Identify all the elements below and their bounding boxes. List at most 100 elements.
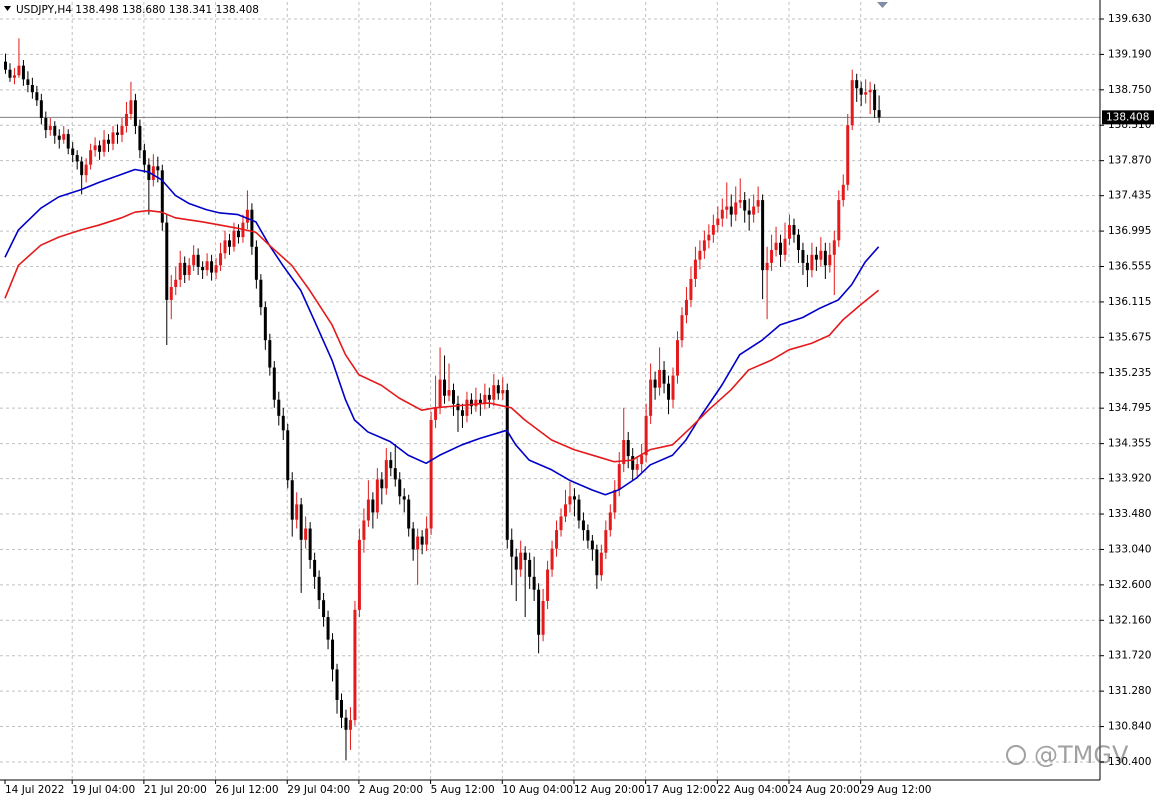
candle-body: [263, 307, 267, 341]
y-tick-label: 131.720: [1108, 650, 1151, 662]
candle-body: [429, 419, 433, 529]
candle-body: [465, 399, 469, 416]
candle-body: [322, 600, 326, 618]
candle-body: [716, 218, 720, 226]
candle-body: [331, 639, 335, 670]
candle-body: [676, 340, 679, 376]
moving-average-line: [4, 168, 880, 496]
candle-body: [581, 520, 585, 531]
candle-body: [411, 528, 415, 550]
watermark-icon: [1006, 745, 1026, 765]
candle-body: [317, 576, 321, 601]
y-tick-label: 136.115: [1108, 296, 1151, 308]
candle-body: [783, 238, 787, 255]
x-tick-label: 29 Jul 04:00: [287, 784, 350, 796]
candle-body: [393, 468, 397, 480]
y-tick-label: 130.400: [1108, 756, 1151, 768]
candle-body: [250, 209, 254, 247]
y-tick-label: 137.435: [1108, 190, 1151, 202]
candle-body: [590, 540, 594, 550]
shift-marker[interactable]: [877, 2, 888, 8]
candle-body: [877, 110, 881, 118]
candle-body: [89, 150, 93, 165]
y-tick-label: 139.190: [1108, 48, 1151, 60]
candle-body: [326, 617, 330, 640]
candle-body: [353, 609, 357, 721]
candle-body: [572, 496, 576, 500]
candle-body: [165, 222, 169, 300]
x-tick-label: 12 Aug 20:00: [574, 784, 645, 796]
x-tick-label: 21 Jul 20:00: [144, 784, 207, 796]
candle-body: [438, 379, 442, 408]
candle-body: [693, 259, 697, 279]
candle-body: [4, 61, 7, 70]
candle-body: [416, 536, 420, 550]
candle-body: [129, 100, 133, 114]
candle-body: [595, 549, 599, 576]
candle-body: [53, 126, 57, 136]
candle-body: [496, 385, 500, 394]
candle-body: [640, 455, 644, 465]
candle-body: [729, 206, 733, 215]
menu-icon[interactable]: [4, 6, 11, 11]
candle-body: [151, 166, 155, 180]
candle-body: [483, 394, 487, 404]
candle-body: [35, 92, 39, 101]
candle-body: [814, 254, 818, 260]
candle-body: [832, 240, 836, 255]
candle-body: [850, 80, 854, 126]
candle-body: [649, 379, 653, 416]
candle-body: [39, 100, 43, 118]
candle-body: [528, 559, 532, 577]
candle-body: [868, 89, 872, 93]
candle-body: [80, 161, 84, 176]
candle-body: [819, 250, 823, 260]
candle-body: [801, 250, 805, 263]
candle-body: [792, 225, 796, 235]
candle-body: [313, 559, 317, 577]
candle-body: [8, 69, 12, 78]
candle-body: [796, 234, 800, 251]
candle-body: [505, 390, 509, 540]
candle-body: [183, 262, 187, 275]
candle-body: [17, 65, 21, 76]
candle-body: [711, 225, 715, 235]
candle-body: [44, 117, 48, 131]
candle-body: [734, 202, 738, 215]
candle-body: [559, 516, 563, 531]
candle-body: [541, 600, 545, 635]
y-tick-label: 133.480: [1108, 508, 1151, 520]
candle-body: [192, 254, 196, 266]
candle-body: [752, 206, 756, 215]
candle-body: [613, 489, 617, 513]
candle-body: [102, 139, 106, 152]
candle-body: [604, 530, 608, 553]
candle-body: [622, 439, 626, 465]
candle-body: [707, 234, 711, 241]
y-tick-label: 139.630: [1108, 13, 1151, 25]
candle-body: [120, 126, 124, 135]
candle-body: [805, 262, 809, 271]
candle-body: [756, 200, 760, 207]
candle-body: [340, 699, 343, 718]
candle-body: [788, 225, 791, 239]
candle-body: [510, 539, 514, 557]
candle-body: [48, 126, 52, 131]
candle-body: [30, 84, 34, 93]
y-tick-label: 136.555: [1108, 261, 1151, 273]
candle-body: [156, 166, 160, 171]
candle-body: [277, 399, 281, 416]
candle-body: [228, 240, 231, 247]
candle-body: [348, 720, 352, 730]
candle-body: [469, 399, 473, 407]
candle-body: [362, 520, 366, 540]
y-tick-label: 135.675: [1108, 331, 1151, 343]
candle-body: [107, 139, 111, 144]
grid: [0, 2, 1100, 780]
candle-body: [281, 415, 285, 431]
candle-body: [501, 390, 505, 394]
candle-body: [174, 279, 178, 288]
candle-body: [456, 403, 460, 411]
x-tick-label: 29 Aug 12:00: [861, 784, 932, 796]
